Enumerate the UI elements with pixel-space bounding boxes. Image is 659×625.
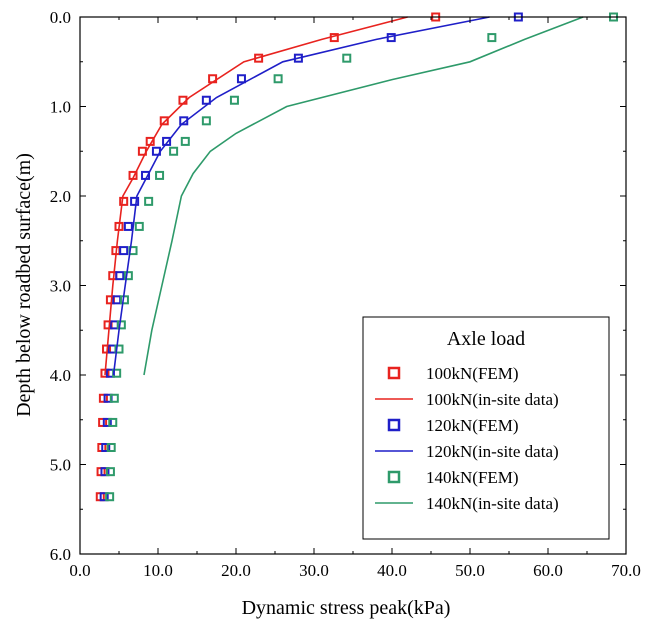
data-point-marker <box>123 221 133 231</box>
data-point-marker <box>273 74 283 84</box>
data-point-marker <box>108 417 118 427</box>
data-point-marker <box>201 116 211 126</box>
x-tick-label: 30.0 <box>299 561 329 580</box>
legend-marker-swatch <box>387 470 401 484</box>
data-point-marker <box>134 221 144 231</box>
data-point-marker <box>162 136 172 146</box>
data-point-marker <box>169 146 179 156</box>
data-point-marker <box>487 33 497 43</box>
data-point-marker <box>101 442 111 452</box>
data-point-marker <box>119 246 129 256</box>
axes: 0.0 10.0 20.0 30.0 40.0 50.0 60.0 70.0 0.0 1.0 2.0… <box>50 8 641 580</box>
y-tick-label: 6.0 <box>50 545 71 564</box>
y-tick-label: 2.0 <box>50 187 71 206</box>
series-100kn-in-site-data- <box>104 16 408 376</box>
data-point-marker <box>106 442 116 452</box>
series-140kn-in-site-data- <box>143 16 584 376</box>
data-point-marker <box>109 393 119 403</box>
legend-entry-label: 120kN(in-site data) <box>426 442 559 461</box>
y-tick-label: 1.0 <box>50 98 71 117</box>
x-tick-label: 40.0 <box>377 561 407 580</box>
legend-entry-label: 100kN(FEM) <box>426 364 519 383</box>
y-tick-label: 5.0 <box>50 456 71 475</box>
data-point-marker <box>115 271 125 281</box>
data-point-marker <box>119 196 129 206</box>
data-point-marker <box>342 53 352 63</box>
y-tick-label: 0.0 <box>50 8 71 27</box>
x-tick-label: 10.0 <box>143 561 173 580</box>
y-tick-label: 3.0 <box>50 277 71 296</box>
data-point-marker <box>99 492 109 502</box>
legend-marker-swatch <box>387 366 401 380</box>
data-point-marker <box>155 170 165 180</box>
data-point-marker <box>116 320 126 330</box>
legend-entry-label: 120kN(FEM) <box>426 416 519 435</box>
data-point-marker <box>123 271 133 281</box>
x-tick-label: 60.0 <box>533 561 563 580</box>
data-point-marker <box>229 95 239 105</box>
data-point-marker <box>100 467 110 477</box>
data-point-marker <box>130 196 140 206</box>
data-point-marker <box>144 196 154 206</box>
legend: Axle load 100kN(FEM) 100kN(in-site data) 1… <box>362 316 610 540</box>
x-tick-label: 0.0 <box>69 561 90 580</box>
series-120kn-fem- <box>99 12 523 502</box>
data-point-marker <box>180 136 190 146</box>
data-point-marker <box>98 417 108 427</box>
data-point-marker <box>236 74 246 84</box>
data-point-marker <box>201 95 211 105</box>
x-axis-label: Dynamic stress peak(kPa) <box>242 597 451 619</box>
series-line <box>143 16 584 376</box>
x-tick-label: 50.0 <box>455 561 485 580</box>
data-point-marker <box>119 295 129 305</box>
legend-box <box>362 316 610 540</box>
x-tick-label: 20.0 <box>221 561 251 580</box>
data-point-marker <box>105 467 115 477</box>
y-axis-label: Depth below roadbed surface(m) <box>13 153 35 417</box>
series-line <box>104 16 408 376</box>
data-point-marker <box>105 492 115 502</box>
y-tick-label: 4.0 <box>50 366 71 385</box>
legend-entry-label: 140kN(FEM) <box>426 468 519 487</box>
legend-entry-label: 140kN(in-site data) <box>426 494 559 513</box>
legend-marker-swatch <box>387 418 401 432</box>
legend-entry-label: 100kN(in-site data) <box>426 390 559 409</box>
data-point-marker <box>114 344 124 354</box>
series-line <box>112 16 490 376</box>
x-tick-label: 70.0 <box>611 561 641 580</box>
series-120kn-in-site-data- <box>112 16 490 376</box>
series-layer <box>95 12 619 502</box>
data-point-marker <box>102 417 112 427</box>
legend-title: Axle load <box>447 328 525 350</box>
data-point-marker <box>159 116 169 126</box>
data-point-marker <box>98 393 108 403</box>
